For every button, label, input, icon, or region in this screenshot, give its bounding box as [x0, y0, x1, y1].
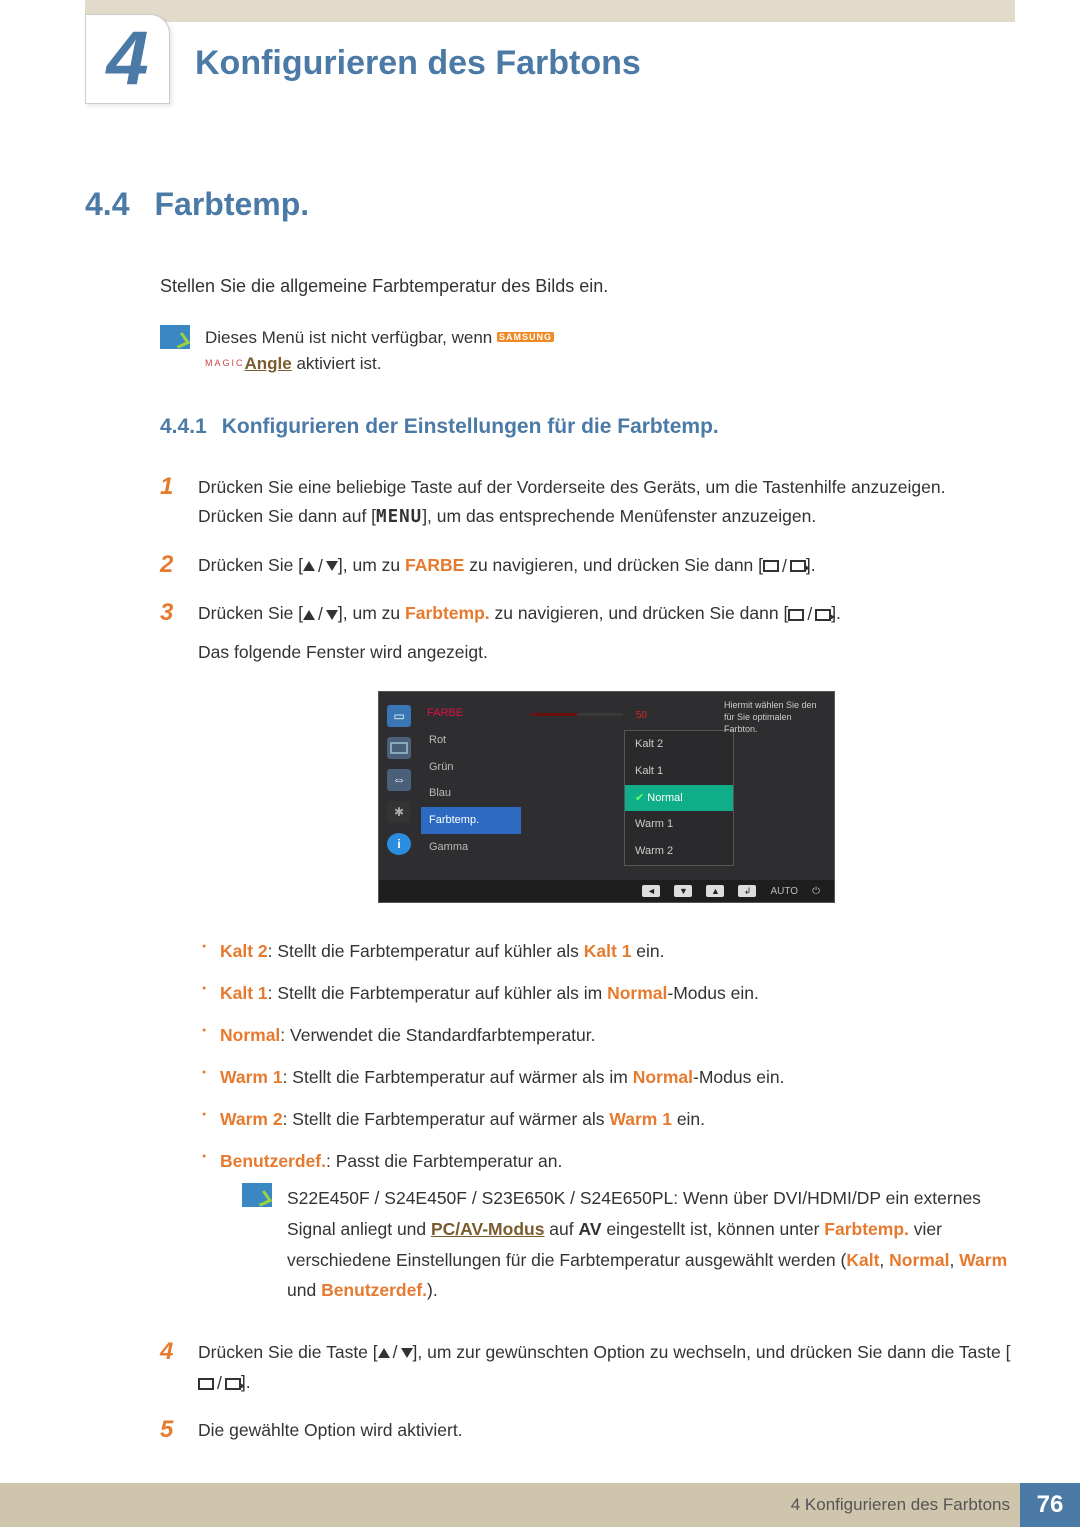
osd-item-blau: Blau — [421, 780, 521, 807]
osd-menu: FARBE Rot Grün Blau Farbtemp. Gamma — [421, 700, 521, 860]
enter-icon: / — [198, 1369, 241, 1399]
picture-icon — [387, 737, 411, 759]
opt-warm2: Warm 2: Stellt die Farbtemperatur auf wä… — [198, 1105, 1015, 1133]
page-number: 76 — [1020, 1483, 1080, 1527]
opt-kalt1: Kalt 1: Stellt die Farbtemperatur auf kü… — [198, 979, 1015, 1007]
section-heading: 4.4 Farbtemp. — [85, 180, 1015, 228]
note-availability: Dieses Menü ist nicht verfügbar, wenn SA… — [160, 325, 1015, 376]
samsung-magic-top: SAMSUNG — [497, 332, 554, 342]
enter-key-icon: ↲ — [738, 885, 756, 897]
osd-item-rot: Rot — [421, 727, 521, 754]
info-icon: i — [387, 833, 411, 855]
section-title: Farbtemp. — [154, 180, 309, 228]
subsection-number: 4.4.1 — [160, 411, 207, 443]
page-footer: 4 Konfigurieren des Farbtons 76 — [0, 1483, 1080, 1527]
subsection-heading: 4.4.1 Konfigurieren der Einstellungen fü… — [160, 411, 1015, 443]
chapter-badge: 4 — [85, 14, 170, 104]
step-2: 2 Drücken Sie [/], um zu FARBE zu navigi… — [160, 551, 1015, 581]
content-area: 4.4 Farbtemp. Stellen Sie die allgemeine… — [85, 180, 1015, 1464]
step-3: 3 Drücken Sie [/], um zu Farbtemp. zu na… — [160, 599, 1015, 1320]
step-4: 4 Drücken Sie die Taste [/], um zur gewü… — [160, 1338, 1015, 1399]
dd-warm1: Warm 1 — [625, 811, 733, 838]
pcav-link[interactable]: PC/AV-Modus — [431, 1219, 544, 1239]
auto-label: AUTO — [770, 883, 798, 900]
osd-item-farbtemp: Farbtemp. — [421, 807, 521, 834]
header-rule — [85, 0, 1015, 22]
down-key-icon: ▼ — [674, 885, 692, 897]
dd-kalt2: Kalt 2 — [625, 731, 733, 758]
samsung-magic-bottom: MAGIC — [205, 358, 245, 368]
dd-warm2: Warm 2 — [625, 838, 733, 865]
osd-slider: 50 — [531, 710, 623, 718]
chapter-title: Konfigurieren des Farbtons — [195, 38, 641, 89]
left-key-icon: ◄ — [642, 885, 660, 897]
opt-normal: Normal: Verwendet die Standardfarbtemper… — [198, 1021, 1015, 1049]
options-list: Kalt 2: Stellt die Farbtemperatur auf kü… — [198, 937, 1015, 1306]
steps-list: 1 Drücken Sie eine beliebige Taste auf d… — [160, 473, 1015, 1447]
angle-link[interactable]: Angle — [245, 354, 292, 373]
opt-warm1: Warm 1: Stellt die Farbtemperatur auf wä… — [198, 1063, 1015, 1091]
enter-icon: / — [788, 600, 831, 630]
note-text: Dieses Menü ist nicht verfügbar, wenn SA… — [205, 325, 554, 376]
opt-kalt2: Kalt 2: Stellt die Farbtemperatur auf kü… — [198, 937, 1015, 965]
enter-icon: / — [763, 552, 806, 582]
model-note: S22E450F / S24E450F / S23E650K / S24E650… — [220, 1183, 1015, 1306]
dd-normal: Normal — [625, 785, 733, 812]
step-5: 5 Die gewählte Option wird aktiviert. — [160, 1416, 1015, 1446]
osd-help-text: Hiermit wählen Sie den für Sie optimalen… — [724, 700, 824, 735]
updown-icon: / — [378, 1338, 413, 1368]
up-key-icon: ▲ — [706, 885, 724, 897]
osd-bottom-bar: ◄ ▼ ▲ ↲ AUTO ⏻ — [379, 880, 834, 902]
note-icon — [242, 1183, 272, 1207]
updown-icon: / — [303, 600, 338, 630]
opt-benutzerdef: Benutzerdef.: Passt die Farbtemperatur a… — [198, 1147, 1015, 1306]
menu-button-label: MENU — [376, 507, 422, 527]
osd-item-gamma: Gamma — [421, 834, 521, 861]
subsection-title: Konfigurieren der Einstellungen für die … — [222, 411, 719, 443]
note-icon — [160, 325, 190, 349]
updown-icon: / — [303, 552, 338, 582]
chapter-number: 4 — [106, 21, 148, 97]
power-icon: ⏻ — [812, 883, 820, 900]
intro-text: Stellen Sie die allgemeine Farbtemperatu… — [160, 273, 1015, 300]
osd-item-gruen: Grün — [421, 754, 521, 781]
gear-icon: ✱ — [387, 801, 411, 823]
monitor-icon: ▭ — [387, 705, 411, 727]
osd-screenshot: ▭ ✱ i FARBE Rot Grün Blau — [198, 692, 1015, 902]
dd-kalt1: Kalt 1 — [625, 758, 733, 785]
resize-icon — [387, 769, 411, 791]
osd-sidebar-icons: ▭ ✱ i — [387, 700, 415, 860]
osd-dropdown: Kalt 2 Kalt 1 Normal Warm 1 Warm 2 — [624, 730, 734, 865]
page-header: 4 Konfigurieren des Farbtons — [0, 0, 1080, 115]
footer-chapter-label: 4 Konfigurieren des Farbtons — [791, 1492, 1010, 1518]
osd-title: FARBE — [421, 700, 521, 727]
section-number: 4.4 — [85, 180, 129, 228]
step-1: 1 Drücken Sie eine beliebige Taste auf d… — [160, 473, 1015, 534]
